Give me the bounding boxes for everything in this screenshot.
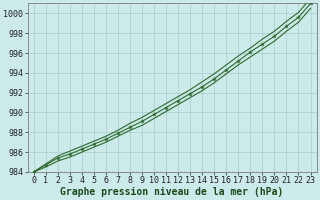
X-axis label: Graphe pression niveau de la mer (hPa): Graphe pression niveau de la mer (hPa)	[60, 186, 284, 197]
